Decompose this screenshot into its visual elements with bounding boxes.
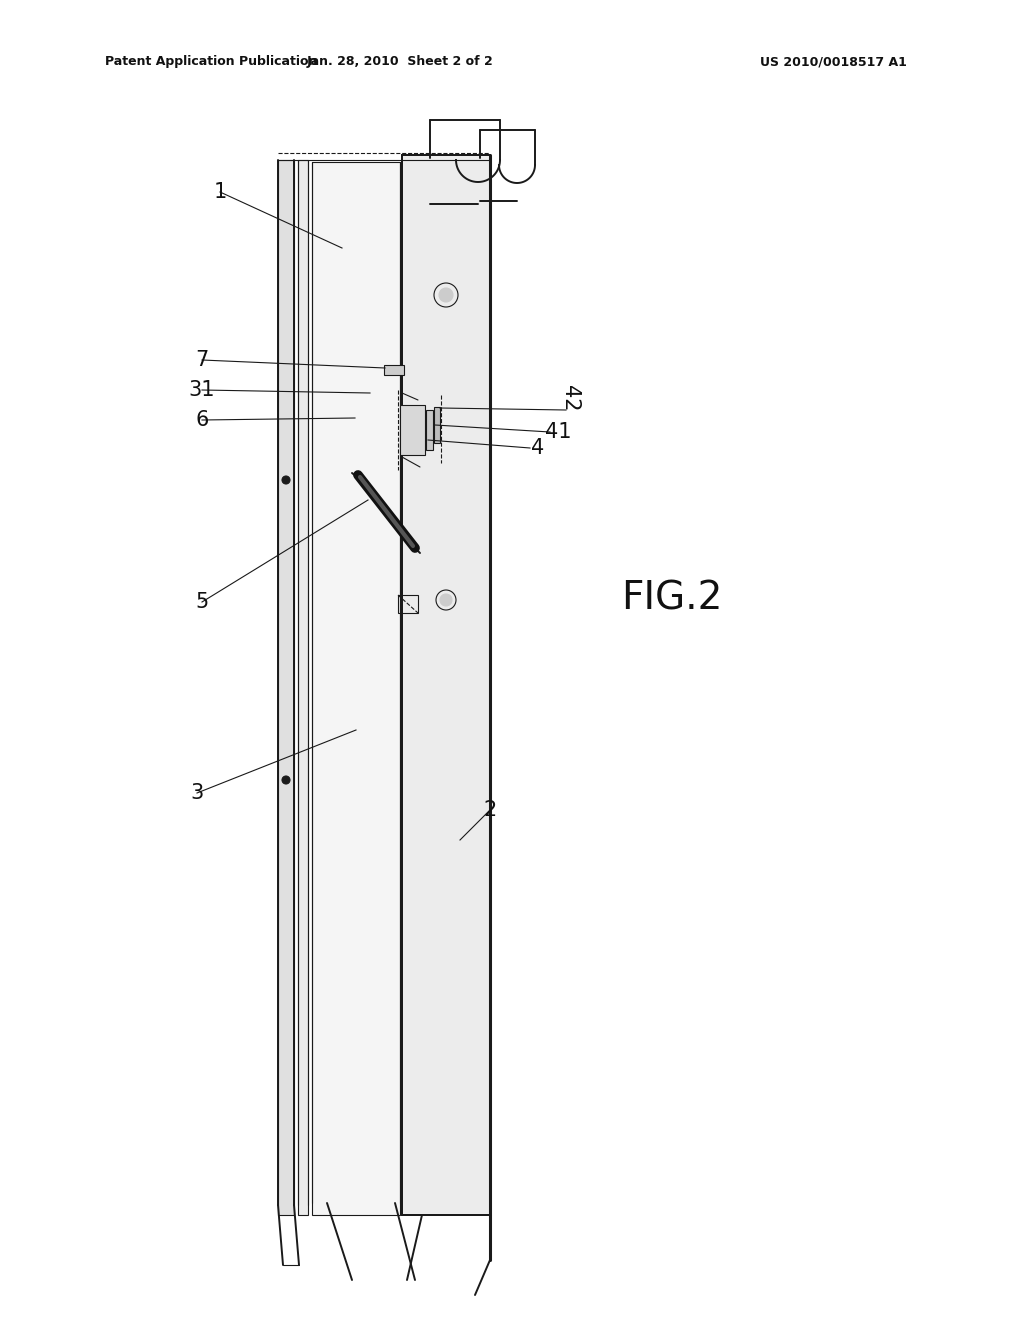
Bar [298, 160, 308, 1214]
Circle shape [282, 477, 290, 484]
Text: 42: 42 [560, 384, 580, 412]
Text: 6: 6 [196, 411, 209, 430]
Text: 31: 31 [188, 380, 215, 400]
Circle shape [440, 594, 452, 606]
Text: 7: 7 [196, 350, 209, 370]
Bar [384, 366, 404, 375]
Text: 1: 1 [213, 182, 226, 202]
Bar [312, 162, 400, 1214]
Text: Patent Application Publication: Patent Application Publication [105, 55, 317, 69]
Text: US 2010/0018517 A1: US 2010/0018517 A1 [760, 55, 907, 69]
Bar [278, 160, 294, 1214]
Text: 3: 3 [190, 783, 204, 803]
Text: 2: 2 [483, 800, 497, 820]
Text: 4: 4 [531, 438, 545, 458]
Bar [402, 154, 490, 1214]
Circle shape [282, 776, 290, 784]
Text: 5: 5 [196, 591, 209, 612]
Bar [434, 407, 440, 444]
Bar [398, 595, 418, 612]
Text: 41: 41 [545, 422, 571, 442]
Bar [426, 411, 433, 450]
Circle shape [439, 288, 453, 302]
Text: FIG.2: FIG.2 [622, 579, 723, 616]
Bar [400, 405, 425, 455]
Text: Jan. 28, 2010  Sheet 2 of 2: Jan. 28, 2010 Sheet 2 of 2 [306, 55, 494, 69]
